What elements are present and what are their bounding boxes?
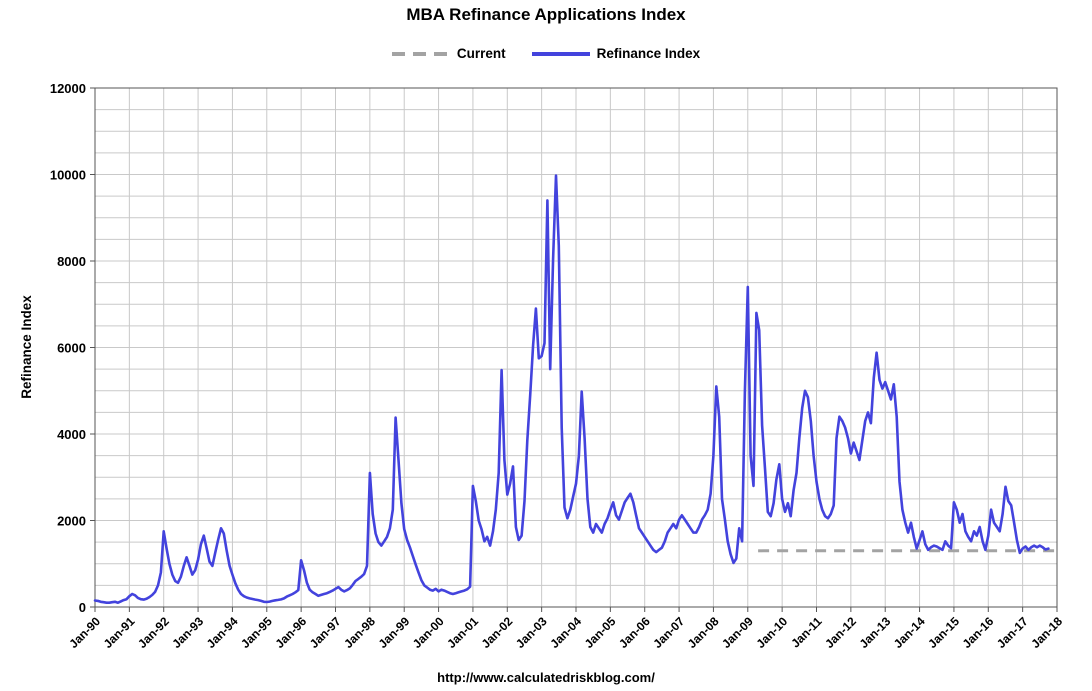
svg-text:Jan-02: Jan-02 xyxy=(479,614,516,651)
x-axis-labels: Jan-90Jan-91Jan-92Jan-93Jan-94Jan-95Jan-… xyxy=(66,614,1065,651)
svg-text:Jan-10: Jan-10 xyxy=(753,614,790,651)
legend-item-current: Current xyxy=(391,46,506,61)
svg-text:Jan-90: Jan-90 xyxy=(66,614,103,651)
axis-ticks xyxy=(90,87,1058,612)
svg-text:12000: 12000 xyxy=(50,81,86,96)
svg-text:Jan-00: Jan-00 xyxy=(410,614,447,651)
svg-text:Jan-08: Jan-08 xyxy=(685,614,722,651)
svg-text:Jan-13: Jan-13 xyxy=(857,614,894,651)
svg-text:2000: 2000 xyxy=(57,514,86,529)
svg-text:Jan-09: Jan-09 xyxy=(719,614,756,651)
svg-text:Jan-06: Jan-06 xyxy=(616,614,653,651)
svg-text:Jan-15: Jan-15 xyxy=(925,614,962,651)
svg-text:Jan-16: Jan-16 xyxy=(960,614,997,651)
y-axis-labels: 0 2000 4000 6000 8000 10000 12000 xyxy=(50,81,86,615)
svg-text:Jan-11: Jan-11 xyxy=(788,614,825,651)
svg-text:Jan-12: Jan-12 xyxy=(822,614,859,651)
current-line-sample xyxy=(391,51,450,56)
source-url: http://www.calculatedriskblog.com/ xyxy=(437,670,655,685)
legend-item-refinance-index: Refinance Index xyxy=(531,46,701,61)
chart-title: MBA Refinance Applications Index xyxy=(406,5,686,24)
svg-text:Jan-17: Jan-17 xyxy=(994,614,1031,651)
svg-text:Jan-94: Jan-94 xyxy=(204,614,241,651)
svg-text:Jan-99: Jan-99 xyxy=(376,614,413,651)
svg-text:Jan-91: Jan-91 xyxy=(101,614,138,651)
refinance-line-sample xyxy=(531,51,590,56)
series-refinance-index xyxy=(93,174,1050,604)
svg-text:Jan-97: Jan-97 xyxy=(307,614,344,651)
svg-text:Jan-14: Jan-14 xyxy=(891,614,928,651)
svg-text:Jan-01: Jan-01 xyxy=(444,614,481,651)
svg-text:4000: 4000 xyxy=(57,427,86,442)
svg-text:Jan-04: Jan-04 xyxy=(547,614,584,651)
svg-text:Jan-92: Jan-92 xyxy=(135,614,172,651)
svg-text:Jan-98: Jan-98 xyxy=(341,614,378,651)
legend-label-current: Current xyxy=(456,46,506,61)
legend-label-refinance-index: Refinance Index xyxy=(596,46,701,61)
svg-text:6000: 6000 xyxy=(57,341,86,356)
svg-text:0: 0 xyxy=(79,600,86,615)
svg-text:8000: 8000 xyxy=(57,254,86,269)
svg-text:Jan-93: Jan-93 xyxy=(169,614,206,651)
svg-text:Jan-07: Jan-07 xyxy=(650,614,687,651)
svg-text:Jan-96: Jan-96 xyxy=(272,614,309,651)
svg-text:Jan-18: Jan-18 xyxy=(1028,614,1065,651)
svg-text:Jan-03: Jan-03 xyxy=(513,614,550,651)
legend: Current Refinance Index xyxy=(0,46,1092,61)
svg-text:Jan-95: Jan-95 xyxy=(238,614,275,651)
svg-text:10000: 10000 xyxy=(50,168,86,183)
svg-text:Jan-05: Jan-05 xyxy=(582,614,619,651)
